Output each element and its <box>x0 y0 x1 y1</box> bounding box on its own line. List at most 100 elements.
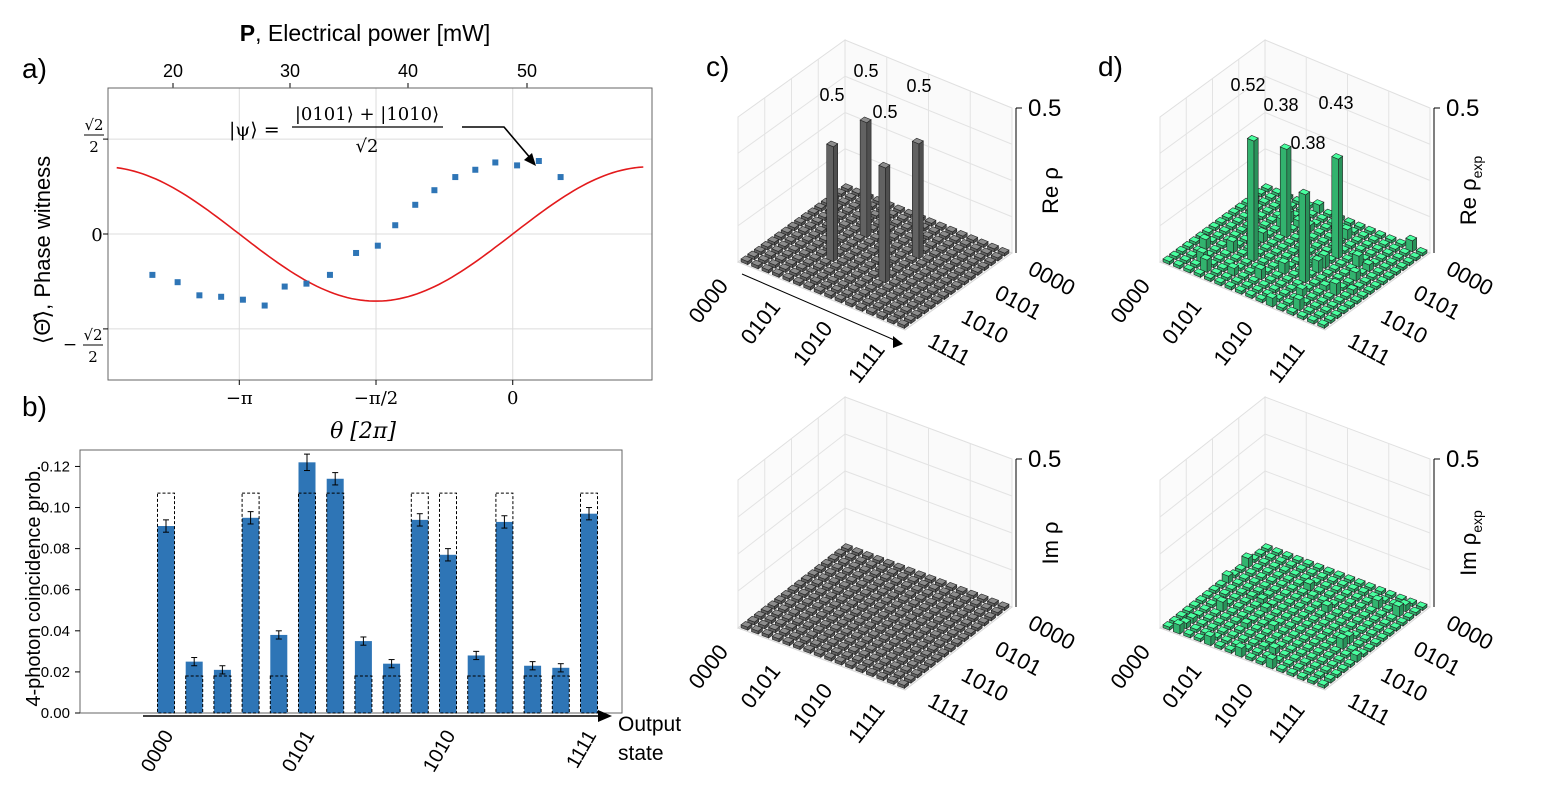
panel-3d-bar-top <box>1402 256 1415 264</box>
panel-3d-bar-top <box>1271 631 1284 638</box>
panel-3d-bar-top <box>830 646 843 654</box>
panel-3d-peak-label: 0.5 <box>872 102 897 122</box>
y-tick-bottom-sign: − <box>63 335 77 355</box>
panel-3d-bar-top <box>1305 567 1318 575</box>
panel-3d-bar-top <box>1285 560 1298 567</box>
panel-3d-bar-top <box>870 615 883 623</box>
panel-3d-bar-top <box>1317 595 1330 602</box>
panel-3d-bar-top <box>1254 632 1267 640</box>
panel-3d-bar-top <box>1263 252 1276 259</box>
panel-3d-bar-top <box>931 235 944 242</box>
panel-b-x-tick-label: 1010 <box>419 727 460 777</box>
panel-3d-bar-top <box>841 206 854 213</box>
panel-3d-bar-top <box>1311 623 1324 631</box>
panel-3d-bar-top <box>1364 605 1377 612</box>
panel-3d-bar-top <box>909 645 922 653</box>
panel-3d-wall-gridline <box>1264 112 1431 181</box>
panel-3d-bar-top <box>1315 632 1328 640</box>
panel-3d-bar-top <box>926 644 939 651</box>
panel-3d-wall-gridline <box>737 433 846 518</box>
panel-3d-bar-top <box>777 240 790 247</box>
panel-3d-z-tick-label: 0.5 <box>1028 446 1061 473</box>
panel-3d-bar-top <box>1356 290 1369 297</box>
panel-3d-bar-top <box>1347 583 1360 590</box>
panel-3d-bar-top <box>1313 670 1326 677</box>
panel-3d-bar-side <box>1286 145 1292 239</box>
panel-3d-bar-top <box>1311 254 1324 262</box>
panel-3d-bar-top <box>1283 597 1296 605</box>
panel-3d-bar-top <box>792 640 805 647</box>
panel-3d-bar-top <box>915 617 928 624</box>
panel-3d-bar-top <box>814 564 827 571</box>
panel-3d-bar-top <box>1330 584 1343 592</box>
panel-3d-bar-top <box>846 622 860 629</box>
panel-3d-bar-top <box>825 591 838 598</box>
panel-3d-bar-top <box>963 271 977 278</box>
panel-3d-bar-top <box>1273 233 1286 240</box>
panel-a-phase-witness: a) P, Electrical power [mW] 20 30 40 50 −π −… <box>22 20 653 444</box>
panel-3d-bar-top <box>829 600 842 607</box>
panel-3d-bar-top <box>1232 601 1245 609</box>
panel-3d-bar-top <box>1236 610 1249 618</box>
panel-3d-bar-top <box>747 250 760 258</box>
panel-3d-bar-top <box>924 574 937 581</box>
panel-3d-x-tick-label: 1111 <box>843 338 890 388</box>
panel-3d-bar-top <box>1374 585 1387 593</box>
panel-3d-bar-top <box>1350 592 1363 599</box>
panel-3d-bar-top <box>1331 153 1344 160</box>
panel-3d-bar-top <box>1268 284 1281 291</box>
panel-3d-bar-top <box>924 217 937 224</box>
panel-3d-bar-top <box>943 619 956 627</box>
panel-3d-bar-top <box>963 604 976 611</box>
panel-3d-bar-top <box>808 253 822 260</box>
panel-3d-bar-top <box>1182 605 1195 613</box>
panel-3d-bar-top <box>1270 608 1283 615</box>
panel-3d-bar-top <box>1179 254 1192 262</box>
panel-3d-bar-top <box>1333 593 1347 601</box>
panel-3d-bar-top <box>1275 302 1288 309</box>
panel-3d-bar-top <box>910 668 923 676</box>
panel-3d-bar-top <box>934 578 947 585</box>
panel-3d-bar-top <box>942 596 955 603</box>
panel-3d-bar-top <box>1293 601 1306 609</box>
panel-3d-wall-gridline <box>844 470 1013 534</box>
panel-3d-bar-top <box>1339 290 1352 298</box>
panel-a-data-point <box>514 162 521 169</box>
panel-3d-bar-top <box>1238 573 1251 580</box>
panel-3d-bar-top <box>943 262 956 270</box>
panel-3d-bar-top <box>952 600 965 607</box>
panel-3d-bar-top <box>1183 628 1196 636</box>
panel-3d-bar-top <box>840 627 853 634</box>
panel-3d-bar-top <box>856 242 869 249</box>
panel-3d-bar-top <box>1333 570 1346 577</box>
panel-a-x-tick-label: −π <box>226 388 253 409</box>
panel-3d-bar-top <box>846 238 859 245</box>
panel-3d-bar-top <box>1274 556 1287 563</box>
panel-3d-bar-top <box>1349 295 1362 302</box>
panel-3d-peak-label: 0.52 <box>1230 75 1265 95</box>
panel-b-theory-outline <box>157 492 175 714</box>
panel-3d-bar-top <box>793 579 807 587</box>
panel-3d-bar-top <box>1264 275 1277 282</box>
panel-3d-bar-top <box>1281 635 1294 642</box>
panel-3d-bar-top <box>804 583 817 590</box>
panel-3d-bar-top <box>1218 588 1231 596</box>
panel-3d-bar-top <box>1326 659 1339 667</box>
panel-3d-bar-top <box>876 310 889 318</box>
panel-3d-bar-top <box>1185 612 1198 619</box>
panel-3d-bar-top <box>923 299 936 307</box>
panel-3d-bar-top <box>890 600 904 607</box>
panel-b-bar <box>524 665 542 713</box>
panel-3d-bar-top <box>1273 593 1286 601</box>
panel-3d-bar-top <box>771 268 784 275</box>
panel-3d-bar-top <box>905 277 919 285</box>
panel-3d-bar-top <box>1198 604 1212 611</box>
panel-3d-bar-top <box>848 561 861 568</box>
panel-3d-bar-top <box>1301 619 1314 627</box>
panel-3d-bar-top <box>866 583 879 590</box>
panel-3d-bar-top <box>1313 585 1326 593</box>
panel-3d-bar-top <box>797 588 810 596</box>
panel-3d-bar-top <box>1291 639 1304 646</box>
panel-3d-bar-top <box>1242 582 1255 589</box>
panel-3d-bar-top <box>1213 617 1226 624</box>
